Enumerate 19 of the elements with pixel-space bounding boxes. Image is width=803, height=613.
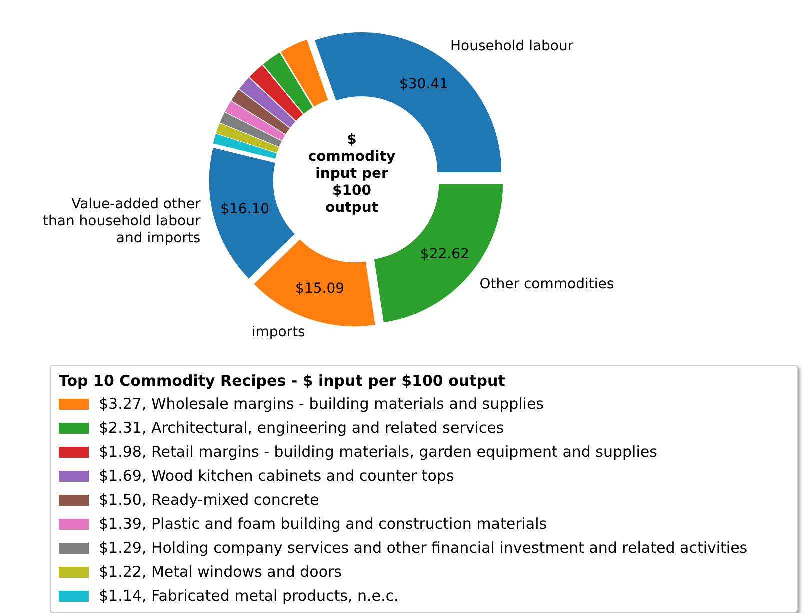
slice-label: imports: [252, 324, 306, 341]
legend-label: $1.14, Fabricated metal products, n.e.c.: [99, 586, 399, 607]
legend-label: $1.39, Plastic and foam building and construction materials: [99, 514, 548, 535]
slice-label: Household labour: [450, 38, 574, 55]
slice-label: Other commodities: [480, 276, 614, 293]
legend-label: $1.22, Metal windows and doors: [99, 562, 342, 583]
legend-label: $3.27, Wholesale margins - building materials and supplies: [99, 394, 544, 415]
data-label: $22.62: [420, 246, 470, 263]
legend-label: $1.98, Retail margins - building materials, garden equipment and supplies: [99, 442, 658, 463]
legend-label: $1.69, Wood kitchen cabinets and counter tops: [99, 466, 454, 487]
data-label: $15.09: [296, 280, 345, 297]
data-label: $16.10: [220, 202, 270, 218]
text: $ commodity input per $100 output: [308, 132, 396, 216]
legend-label: $1.50, Ready-mixed concrete: [99, 490, 320, 511]
data-label: $30.41: [399, 76, 448, 92]
legend-label: $1.29, Holding company services and other financial investment and related activities: [99, 538, 748, 559]
slice-label: Value-added other than household labour and imports: [43, 196, 201, 247]
legend-label: $2.31, Architectural, engineering and related services: [99, 418, 504, 439]
legend-title: Top 10 Commodity Recipes - $ input per $100 output: [59, 371, 506, 392]
